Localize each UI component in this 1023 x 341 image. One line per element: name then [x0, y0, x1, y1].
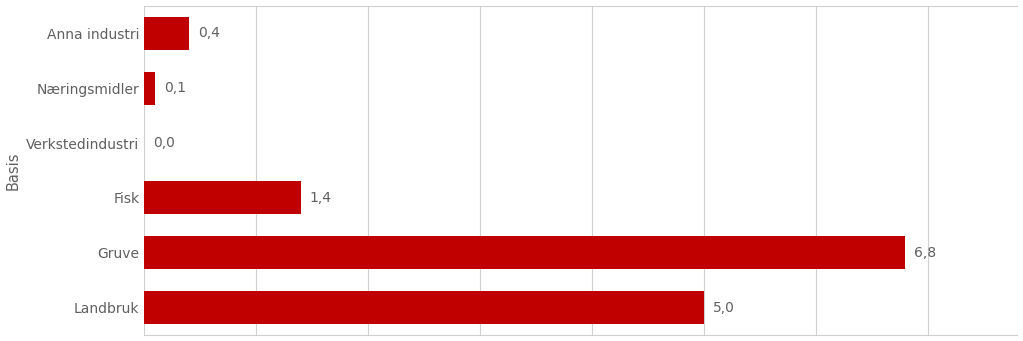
Bar [144, 17, 189, 49]
Text: 0,1: 0,1 [165, 81, 186, 95]
Text: 0,4: 0,4 [198, 26, 220, 40]
Bar [144, 236, 905, 269]
Bar [144, 72, 155, 105]
Text: 1,4: 1,4 [310, 191, 331, 205]
Text: 6,8: 6,8 [915, 246, 937, 260]
Text: 5,0: 5,0 [713, 301, 735, 315]
Bar [144, 292, 704, 324]
Text: 0,0: 0,0 [153, 136, 175, 150]
Y-axis label: Basis: Basis [5, 151, 20, 190]
Bar [144, 181, 301, 214]
